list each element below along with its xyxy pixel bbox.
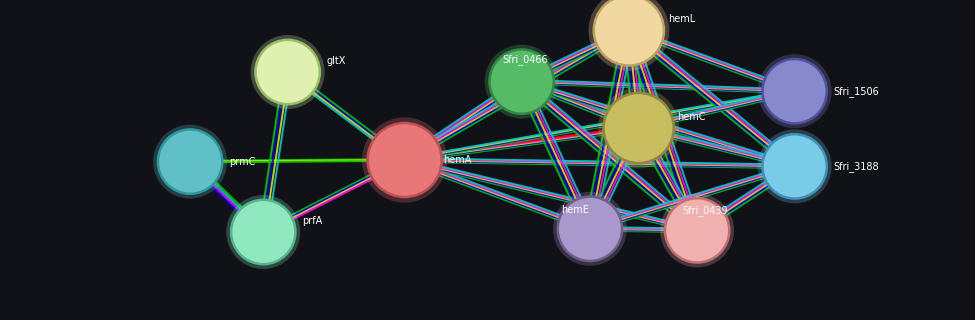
Ellipse shape xyxy=(158,129,222,194)
Ellipse shape xyxy=(226,195,300,269)
Text: hemE: hemE xyxy=(562,204,589,215)
Ellipse shape xyxy=(758,54,832,128)
Text: hemL: hemL xyxy=(668,14,695,24)
Ellipse shape xyxy=(231,200,295,264)
Ellipse shape xyxy=(251,35,325,109)
Ellipse shape xyxy=(762,134,827,199)
Ellipse shape xyxy=(594,0,664,66)
Ellipse shape xyxy=(558,196,622,261)
Text: hemA: hemA xyxy=(444,155,472,165)
Ellipse shape xyxy=(762,59,827,124)
Ellipse shape xyxy=(665,198,729,263)
Ellipse shape xyxy=(489,49,554,114)
Text: Sfri_0439: Sfri_0439 xyxy=(682,205,728,216)
Ellipse shape xyxy=(255,40,320,104)
Ellipse shape xyxy=(599,88,679,168)
Text: prfA: prfA xyxy=(302,216,323,226)
Ellipse shape xyxy=(589,0,669,71)
Text: Sfri_0466: Sfri_0466 xyxy=(502,54,548,65)
Text: gltX: gltX xyxy=(327,56,346,66)
Ellipse shape xyxy=(758,129,832,204)
Ellipse shape xyxy=(362,117,448,203)
Ellipse shape xyxy=(153,124,227,199)
Ellipse shape xyxy=(660,193,734,268)
Text: hemC: hemC xyxy=(678,112,706,122)
Ellipse shape xyxy=(604,93,674,163)
Ellipse shape xyxy=(368,123,442,197)
Ellipse shape xyxy=(553,192,627,266)
Text: Sfri_3188: Sfri_3188 xyxy=(834,161,879,172)
Text: prmC: prmC xyxy=(229,156,255,167)
Text: Sfri_1506: Sfri_1506 xyxy=(834,86,879,97)
Ellipse shape xyxy=(485,44,559,119)
